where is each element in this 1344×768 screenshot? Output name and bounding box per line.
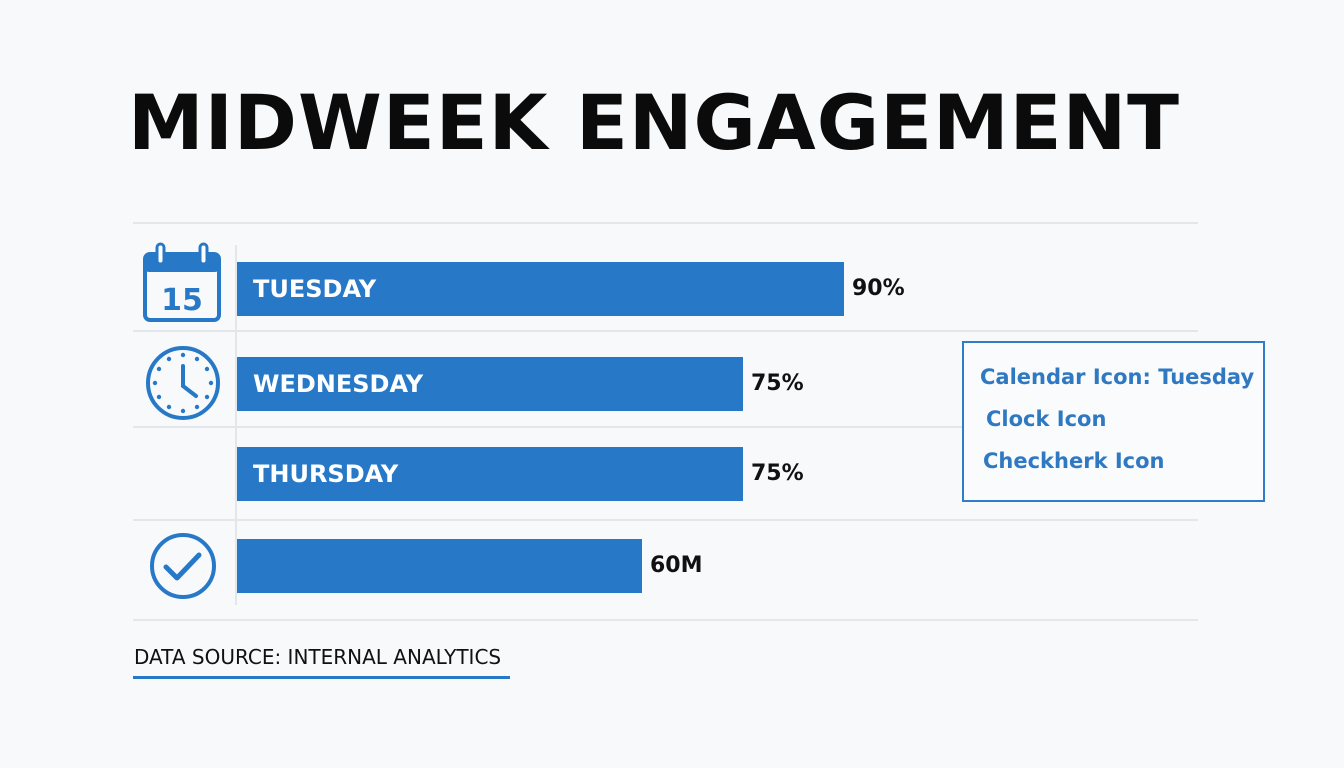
bar-label: THURSDAY xyxy=(253,460,399,488)
bar-label: WEDNESDAY xyxy=(253,370,424,398)
calendar-day: 15 xyxy=(161,283,203,318)
checkmark-icon xyxy=(150,533,216,599)
value-label: 75% xyxy=(751,371,804,396)
value-label: 90% xyxy=(852,276,905,301)
bar: THURSDAY xyxy=(237,447,743,501)
divider xyxy=(133,519,1198,521)
page-title: MIDWEEK ENGAGEMENT xyxy=(128,78,1181,167)
value-label: 75% xyxy=(751,461,804,486)
divider xyxy=(133,330,1198,332)
value-label: 60M xyxy=(650,553,703,578)
bar xyxy=(237,539,642,593)
source-underline xyxy=(133,676,510,679)
calendar-icon: 15 xyxy=(143,242,221,322)
clock-icon xyxy=(146,346,220,420)
divider xyxy=(133,222,1198,224)
bar-label: TUESDAY xyxy=(253,275,377,303)
legend-item: Clock Icon xyxy=(986,407,1107,431)
divider xyxy=(133,619,1198,621)
axis-line xyxy=(235,245,237,605)
legend-box: Calendar Icon: Tuesday Clock Icon Checkh… xyxy=(962,341,1265,502)
divider xyxy=(133,426,1198,428)
data-source: DATA SOURCE: INTERNAL ANALYTICS xyxy=(134,645,502,669)
bar: WEDNESDAY xyxy=(237,357,743,411)
legend-item: Calendar Icon: Tuesday xyxy=(980,365,1255,389)
legend-item: Checkherk Icon xyxy=(983,449,1165,473)
bar: TUESDAY xyxy=(237,262,844,316)
